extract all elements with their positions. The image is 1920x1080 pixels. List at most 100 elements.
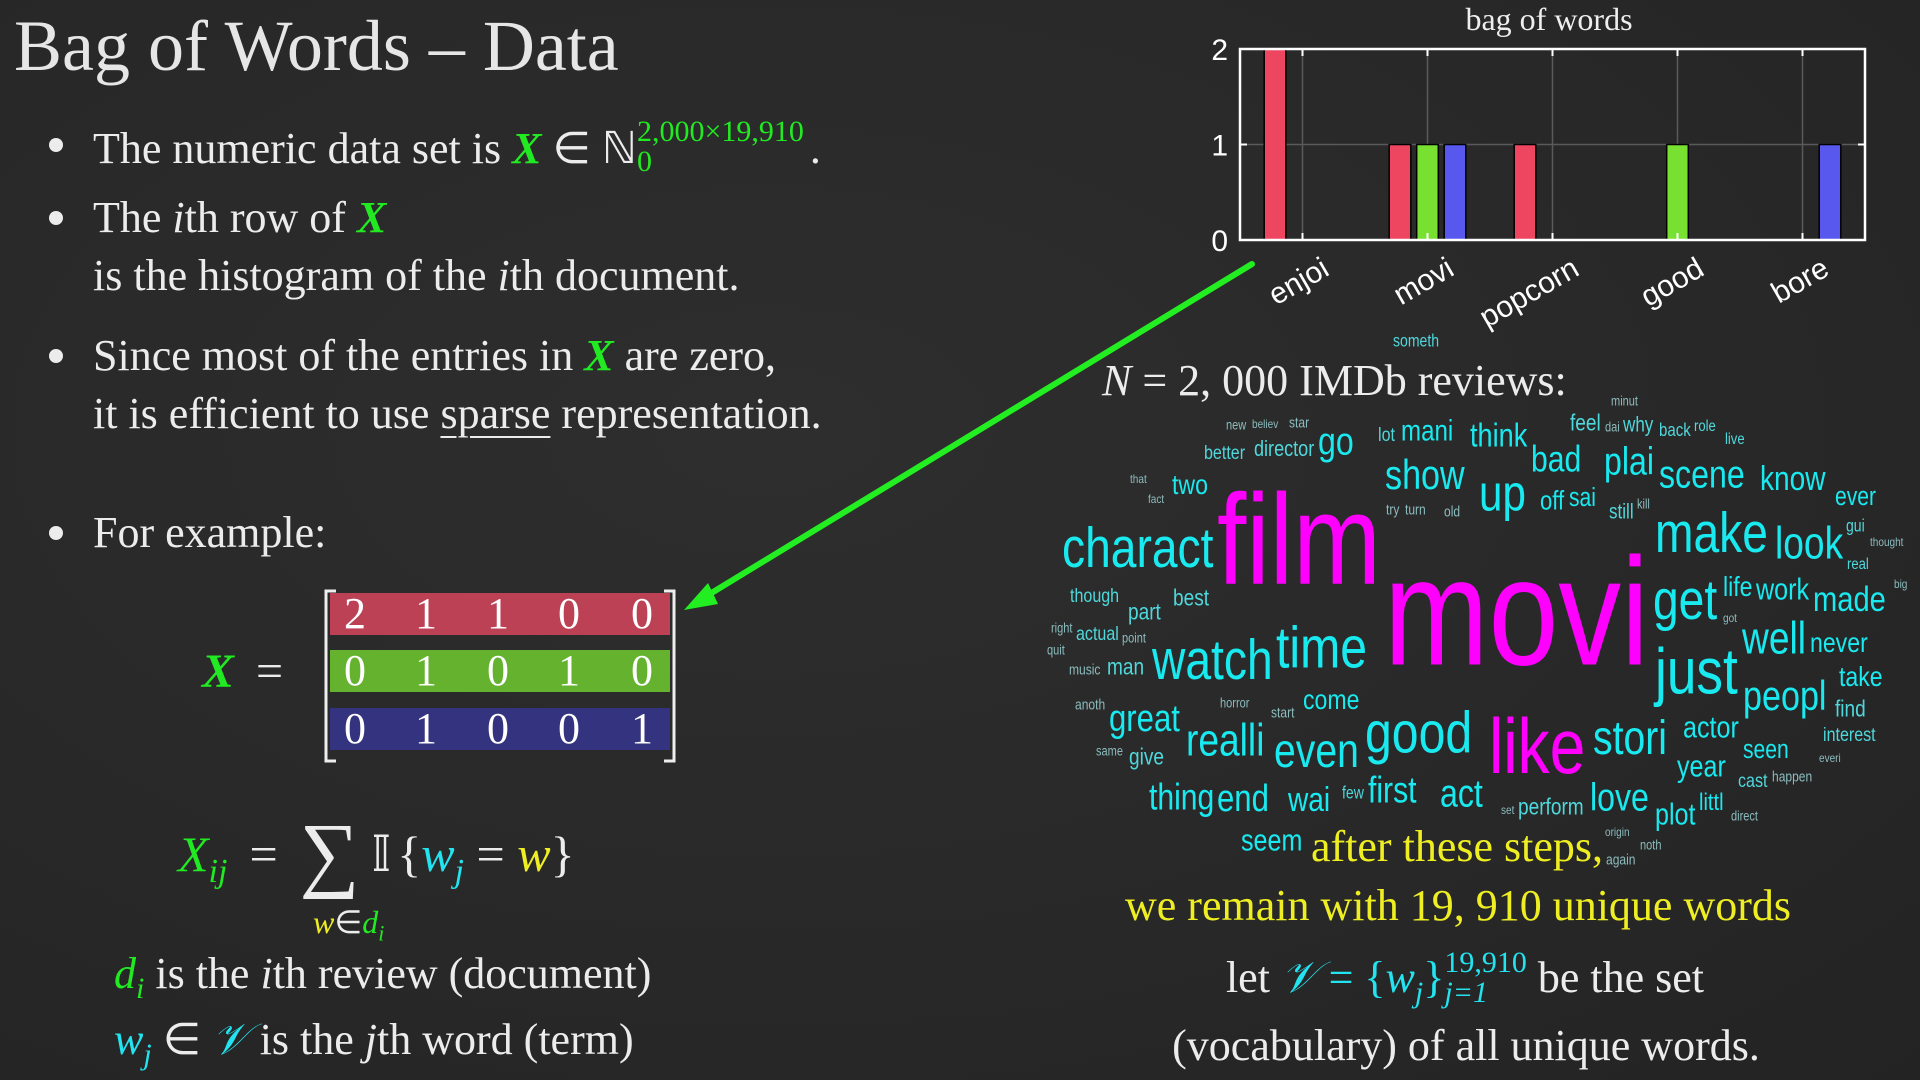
word-cloud-word: off (1539, 485, 1564, 516)
word-cloud-word: part (1128, 598, 1161, 625)
word-cloud-word: ever (1834, 483, 1876, 512)
word-cloud-word: sai (1568, 484, 1596, 513)
word-cloud-word: plot (1654, 797, 1696, 832)
word-cloud-word: noth (1640, 837, 1662, 853)
word-cloud-word: man (1107, 653, 1145, 680)
matrix-cell: 0 (631, 646, 653, 695)
sparse-underlined: sparse (440, 389, 551, 438)
matrix-cell: 0 (487, 704, 509, 753)
bar (1388, 143, 1412, 241)
matrix-cell: 0 (344, 704, 366, 753)
word-cloud-word: know (1760, 460, 1826, 499)
word-cloud-word: think (1470, 417, 1528, 455)
word-cloud-word: bad (1530, 438, 1582, 480)
word-cloud-word: even (1273, 725, 1359, 779)
word-cloud-word: horror (1220, 695, 1250, 711)
word-cloud-word: love (1590, 776, 1650, 820)
bullet-text: . (809, 124, 821, 174)
word-cloud-word: start (1270, 705, 1295, 722)
word-cloud-word: right (1050, 619, 1073, 635)
word-cloud-word: get (1653, 567, 1718, 631)
unique-words-text: we remain with 19, 910 unique words (1125, 881, 1791, 930)
word-cloud-word: thought (1869, 534, 1904, 549)
word-cloud-word: gui (1846, 515, 1866, 536)
word-cloud-word: take (1838, 660, 1883, 692)
word-cloud-word: back (1658, 419, 1691, 441)
word-cloud-word: look (1774, 517, 1843, 569)
matrix-row (330, 593, 670, 635)
bullet-2-line-1: The ith row of X (93, 193, 387, 242)
slide-title: Bag of Words – Data (14, 6, 619, 86)
count-formula: Xij = ∑ 𝕀 {wj = w} (178, 807, 575, 900)
x-tick-label: enjoi (1263, 251, 1334, 311)
word-cloud-word: origin (1604, 825, 1630, 840)
math-X: X (512, 124, 542, 174)
word-cloud-word: never (1809, 626, 1868, 658)
vocabulary-definition-line-2: (vocabulary) of all unique words. (1172, 1021, 1760, 1070)
bar (1818, 143, 1842, 241)
word-cloud-word: two (1172, 469, 1209, 501)
word-cloud-word: better (1204, 441, 1246, 464)
word-cloud-word: fact (1148, 491, 1165, 506)
word-cloud-word: work (1755, 572, 1809, 607)
word-cloud-word: realli (1186, 714, 1265, 766)
word-cloud-word: everi (1818, 750, 1841, 765)
word-cloud-word: actor (1683, 711, 1740, 746)
word-cloud-word: act (1440, 772, 1484, 816)
bullet-icon (49, 211, 63, 225)
word-cloud-word: happen (1771, 770, 1813, 787)
bullet-icon (49, 138, 63, 152)
word-cloud-word: actual (1076, 623, 1120, 646)
word-cloud-word: made (1813, 579, 1886, 620)
word-cloud-word: few (1341, 782, 1364, 803)
word-cloud-word: littl (1699, 788, 1724, 816)
bullet-3-line-2: it is efficient to use sparse representa… (93, 389, 822, 438)
word-cloud-word: real (1847, 555, 1870, 573)
chart-title: bag of words (1465, 1, 1632, 37)
word-cloud-word: just (1655, 634, 1739, 708)
word-cloud-word: plai (1604, 440, 1655, 484)
matrix-cell: 0 (344, 646, 366, 695)
word-cloud-word: make (1655, 501, 1769, 565)
x-tick-label: movi (1388, 251, 1459, 311)
word-cloud-word: life (1723, 570, 1753, 602)
word-cloud-word: feel (1570, 409, 1601, 436)
word-cloud-word: seen (1742, 736, 1789, 765)
word-cloud-word: charact (1061, 515, 1214, 579)
bullet-icon (49, 526, 63, 540)
matrix-cell: 0 (631, 589, 653, 638)
math-superscript-subscript: 2,000×19,910 0 (637, 115, 804, 178)
word-cloud-word: turn (1404, 502, 1426, 519)
bullet-icon (49, 349, 63, 363)
matrix-row (330, 650, 670, 692)
x-tick-label: good (1635, 251, 1709, 313)
word-cloud-word: role (1693, 417, 1716, 435)
definition-d: di is the ith review (document) (114, 949, 652, 1005)
word-cloud-word: seem (1240, 823, 1303, 858)
word-cloud-word: stori (1593, 711, 1668, 765)
word-cloud-word: that (1130, 471, 1147, 486)
word-cloud-word: end (1217, 777, 1270, 820)
word-cloud-word: kill (1637, 495, 1650, 511)
word-cloud-word: find (1834, 695, 1866, 722)
matrix-cell: 1 (415, 704, 437, 753)
y-tick-label: 0 (1211, 225, 1228, 258)
bullet-1: The numeric data set is X ∈ ℕ 2,000×19,91… (93, 117, 821, 183)
word-cloud-word: first (1368, 769, 1417, 811)
matrix-cell: 1 (415, 589, 437, 638)
y-tick-label: 1 (1211, 130, 1228, 163)
word-cloud-word: show (1385, 450, 1466, 498)
word-cloud-word: interest (1822, 724, 1876, 747)
word-cloud-word: though (1070, 584, 1120, 607)
word-cloud-word: director (1253, 436, 1314, 462)
word-cloud-word: still (1608, 500, 1634, 524)
word-cloud-word: movi (1383, 526, 1649, 698)
definition-w: wj ∈ 𝒱 is the jth word (term) (114, 1015, 634, 1071)
word-cloud-word: scene (1659, 453, 1746, 497)
word-cloud-word: big (1893, 576, 1908, 591)
matrix-lhs: X = (202, 645, 284, 698)
matrix-cell: 2 (344, 589, 366, 638)
math-naturals: ∈ ℕ (541, 124, 637, 174)
after-steps-text: after these steps, (1311, 822, 1603, 871)
sum-subscript: w∈di (313, 904, 385, 946)
